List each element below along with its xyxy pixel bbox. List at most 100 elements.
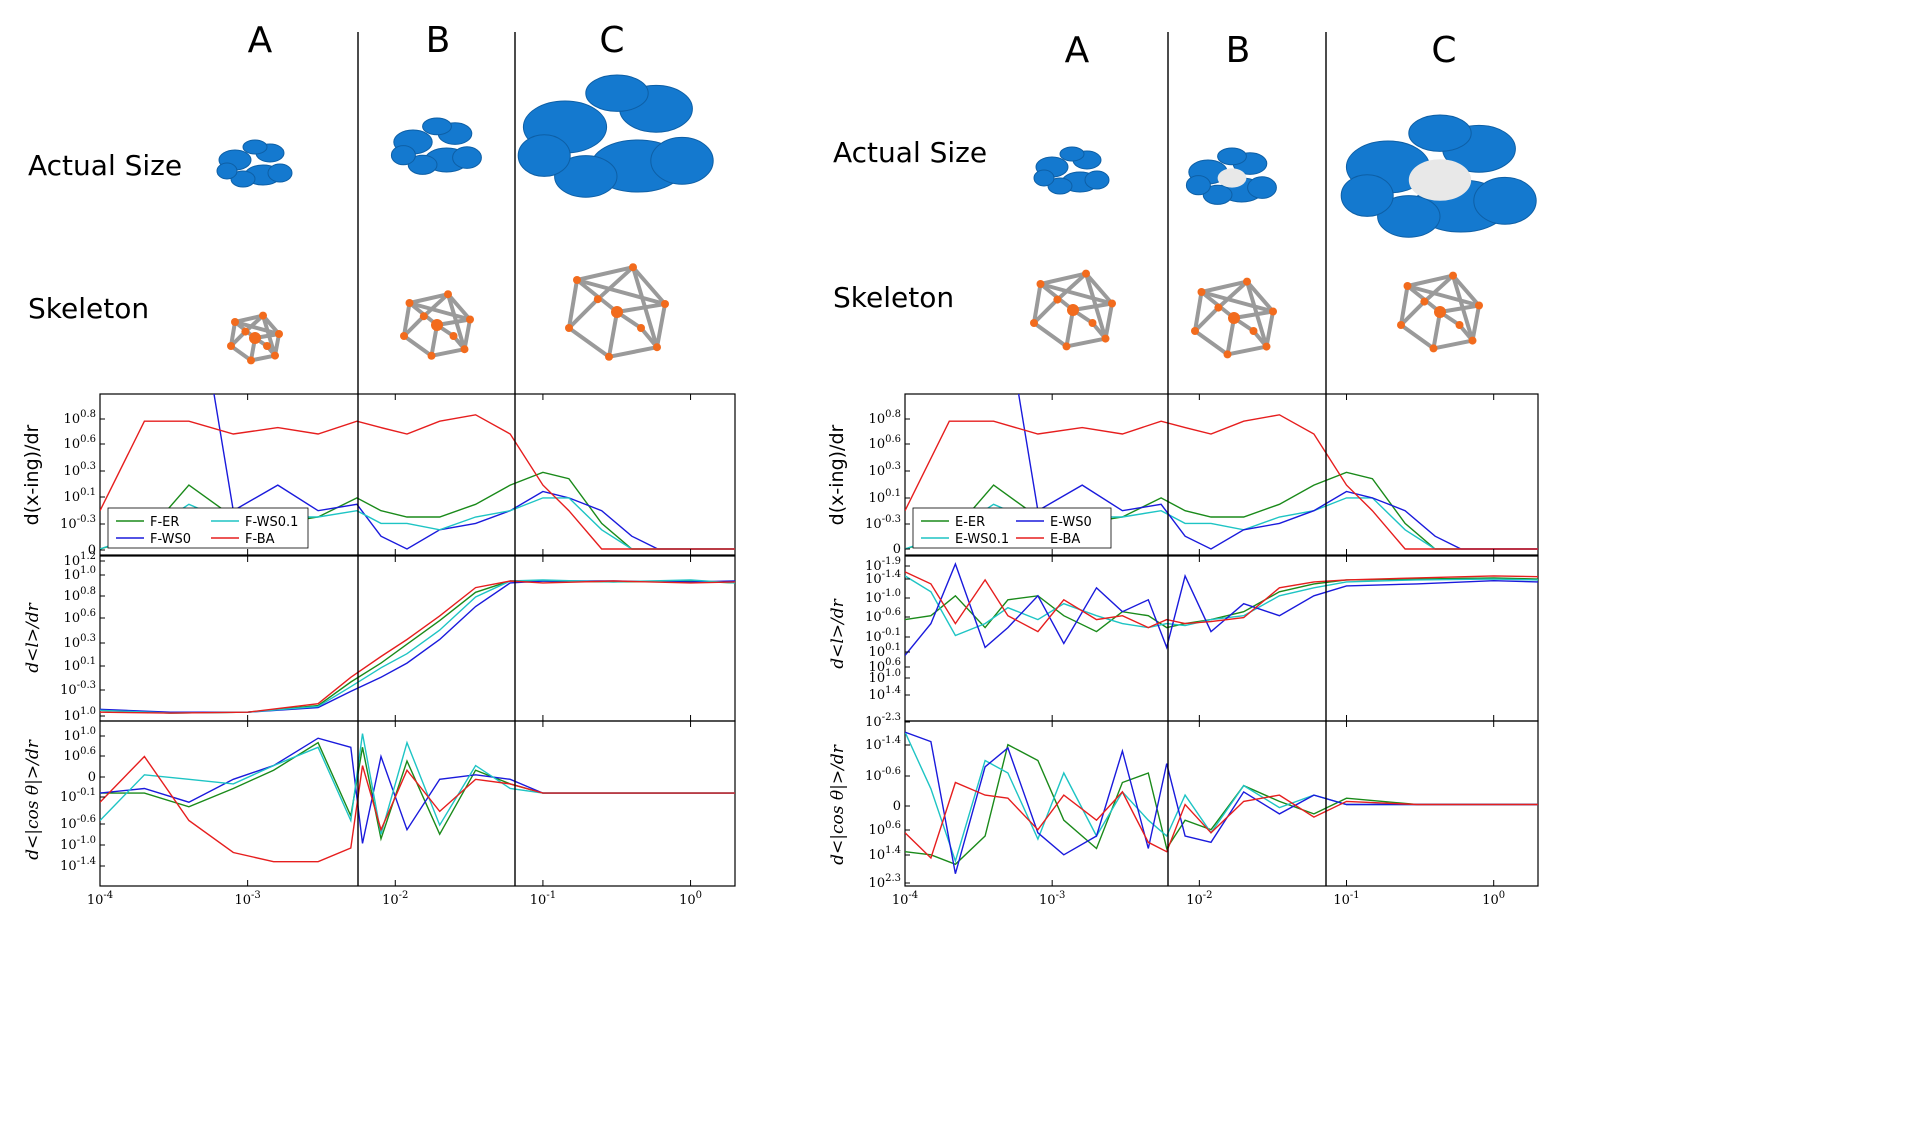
skeleton-node xyxy=(227,342,235,350)
skeleton-node xyxy=(1262,342,1271,351)
y-tick-label: 0 xyxy=(893,799,901,814)
y-tick-label: 100.6 xyxy=(64,434,96,452)
skeleton-node xyxy=(231,318,239,326)
y-tick-label: 10-0.3 xyxy=(60,514,96,532)
network-render-b xyxy=(1185,147,1277,205)
blob-shape xyxy=(216,162,238,180)
network-render-a xyxy=(1033,146,1110,195)
skeleton-edge xyxy=(421,292,450,319)
blob-shape xyxy=(1217,147,1247,166)
blob-shape xyxy=(1408,114,1472,152)
series-line-f-ba xyxy=(100,414,735,550)
y-axis-label: d(x-ing)/dr xyxy=(826,424,848,525)
blob-shape xyxy=(1473,176,1537,225)
skeleton-edge xyxy=(567,278,579,330)
series-line-e-ba xyxy=(905,781,1538,860)
y-axis-label: d(x-ing)/dr xyxy=(21,424,43,525)
skeleton-node xyxy=(275,330,283,338)
blob-shape xyxy=(1084,170,1110,190)
y-tick-label: 0 xyxy=(88,543,96,558)
chart-right-2: 101.4101.0100.6100.110-0.110-0.610-1.010… xyxy=(828,555,1539,722)
y-tick-label: 10-0.6 xyxy=(60,814,96,832)
series-group xyxy=(100,579,735,714)
skeleton-edge xyxy=(607,345,659,359)
series-line-e-ba xyxy=(905,414,1538,550)
skeleton-edge xyxy=(595,265,635,302)
y-tick-label: 100.3 xyxy=(869,461,901,479)
skeleton-edge xyxy=(1032,321,1069,349)
skeleton-edge xyxy=(575,265,635,282)
x-tick-label: 10-2 xyxy=(382,890,408,908)
series-line-e-ws0 xyxy=(905,731,1538,874)
panel-left: A B C Actual Size Skeleton xyxy=(28,20,714,365)
skeleton-node xyxy=(1191,327,1199,335)
skeleton-edge xyxy=(1422,273,1455,304)
x-tick-label: 10-1 xyxy=(1333,890,1359,908)
skeleton-node xyxy=(565,324,573,332)
skeleton-node xyxy=(449,332,458,340)
skeleton-node xyxy=(1053,295,1062,304)
skeleton-node xyxy=(1429,344,1438,353)
skeleton-edge xyxy=(1405,273,1455,288)
row-label-skeleton: Skeleton xyxy=(833,281,954,314)
column-header-a: A xyxy=(248,20,273,61)
blob-shape xyxy=(452,146,482,169)
y-tick-label: 100.1 xyxy=(64,656,96,674)
y-tick-label: 0 xyxy=(893,542,901,557)
skeleton-edge xyxy=(402,314,426,338)
y-tick-label: 0 xyxy=(88,770,96,785)
skeleton-node xyxy=(1475,301,1483,310)
skeleton-node xyxy=(653,343,661,352)
skeleton-edge xyxy=(429,347,467,358)
skeleton-node xyxy=(1214,303,1223,312)
skeleton-node xyxy=(460,345,469,354)
skeleton-edge xyxy=(407,301,472,322)
skeleton-edge xyxy=(1431,310,1442,351)
y-tick-label: 100.6 xyxy=(64,608,96,626)
blob-shape xyxy=(407,154,438,175)
series-line-f-ws01 xyxy=(100,579,735,714)
blob-shape xyxy=(650,136,714,185)
skeleton-render-c xyxy=(565,263,669,361)
legend-label: F-ER xyxy=(150,515,179,530)
y-axis-label: d<l>/dr xyxy=(828,598,848,668)
skeleton-node xyxy=(444,290,452,299)
blob-shape xyxy=(230,170,256,188)
skeleton-node xyxy=(629,263,637,272)
y-tick-label: 102.3 xyxy=(869,873,901,891)
skeleton-edge xyxy=(1232,309,1275,320)
series-line-f-er xyxy=(100,580,735,714)
y-tick-label: 10-0.1 xyxy=(865,627,901,645)
skeleton-edge xyxy=(1199,279,1249,294)
skeleton-edge xyxy=(655,302,667,350)
skeleton-node xyxy=(611,306,623,318)
legend-label: F-WS0 xyxy=(150,532,191,547)
blob-shape xyxy=(585,74,649,112)
skeleton-node xyxy=(1223,350,1232,359)
skeleton-node xyxy=(259,311,267,320)
y-tick-label: 101.4 xyxy=(869,685,901,703)
network-render-c xyxy=(517,74,714,198)
skeleton-node xyxy=(1269,307,1277,316)
legend-label: F-BA xyxy=(245,532,275,547)
skeleton-edge xyxy=(402,334,434,358)
y-tick-label: 100.3 xyxy=(64,633,96,651)
x-tick-label: 10-1 xyxy=(530,890,556,908)
skeleton-edge xyxy=(1438,303,1481,314)
skeleton-render-c xyxy=(1397,271,1483,353)
x-tick-label: 100 xyxy=(679,890,702,908)
skeleton-edge xyxy=(1193,305,1221,333)
series-line-f-ws0 xyxy=(100,737,735,844)
skeleton-edge xyxy=(229,344,253,363)
skeleton-edge xyxy=(462,317,472,352)
skeleton-render-b xyxy=(1191,277,1277,359)
skeleton-edge xyxy=(1103,301,1114,341)
skeleton-edge xyxy=(631,265,667,306)
y-tick-label: 100.8 xyxy=(64,409,96,427)
skeleton-edge xyxy=(1405,284,1481,308)
skeleton-node xyxy=(637,324,645,332)
skeleton-edge xyxy=(1199,290,1275,314)
skeleton-edge xyxy=(1084,271,1114,306)
skeleton-edge xyxy=(1032,297,1060,325)
chart-left-3: 10-1.4 10-1.0 10-0.6 10-0.1 0 100.6 101.0 10-4 1… xyxy=(23,720,736,908)
